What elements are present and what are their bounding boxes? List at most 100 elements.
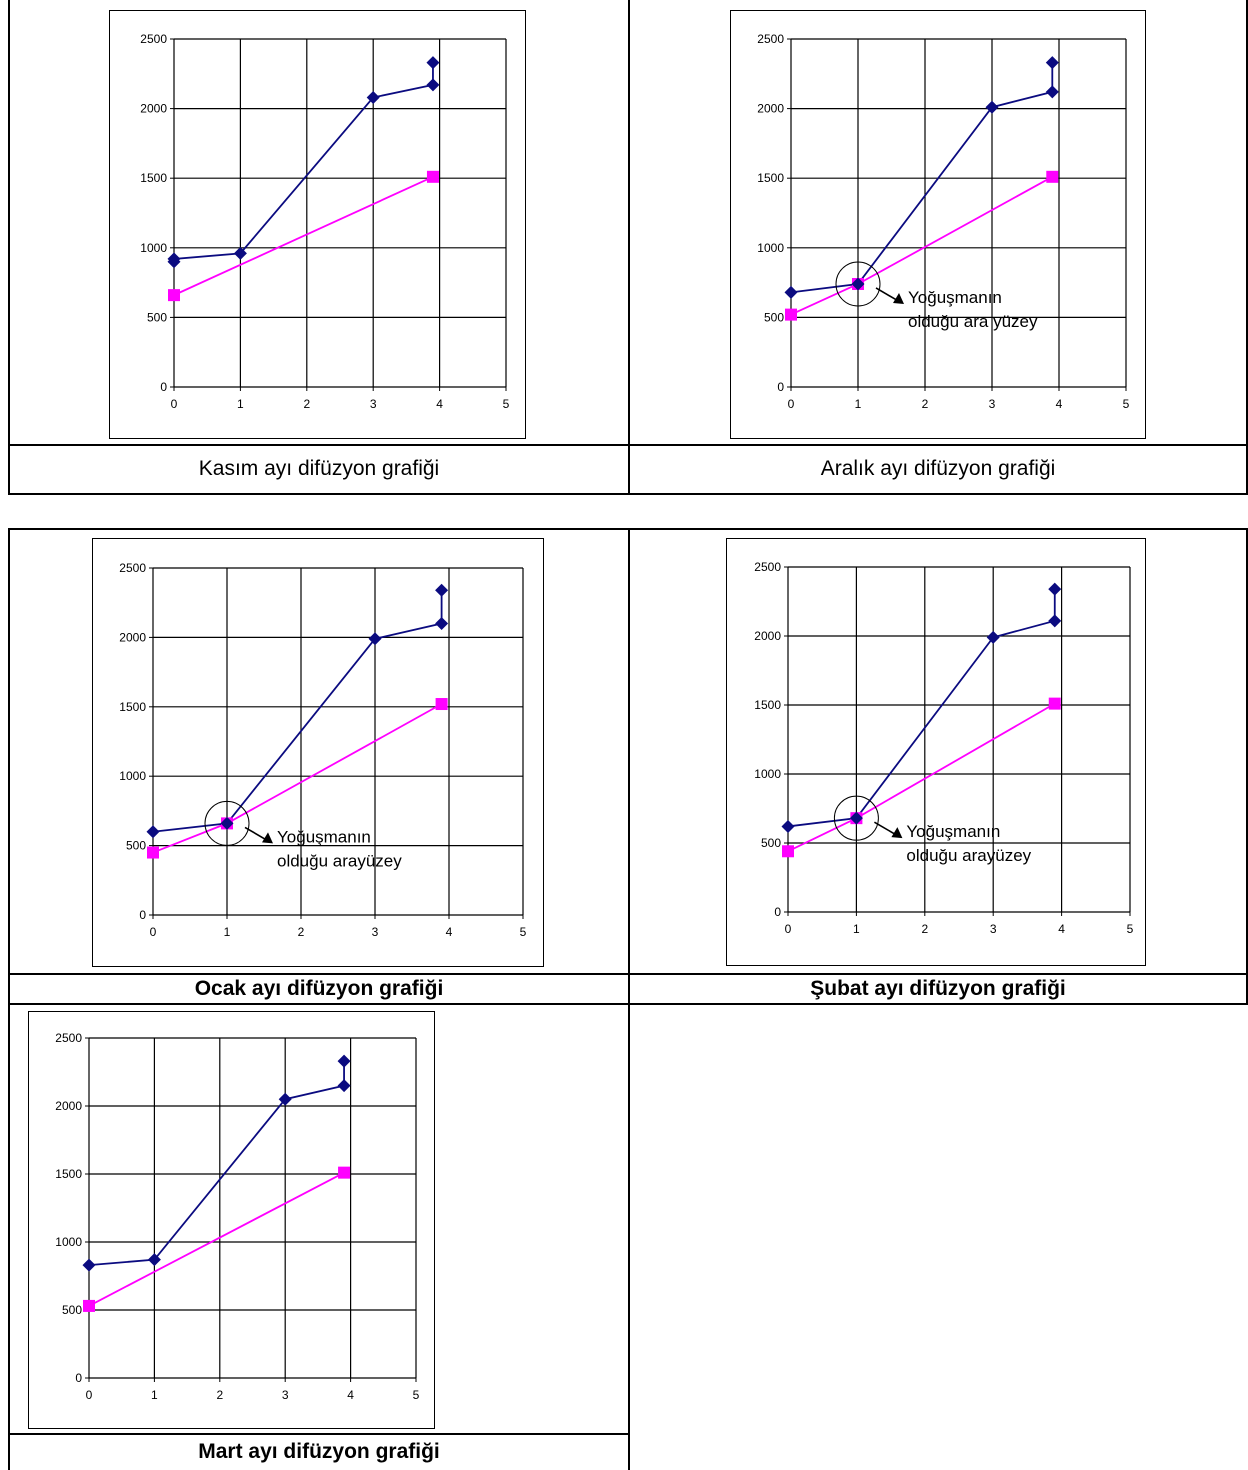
chart-caption-ocak: Ocak ayı difüzyon grafiği <box>194 976 444 1000</box>
data-point-diamond <box>426 56 440 70</box>
annotation-text: Yoğuşmanın <box>906 822 1000 841</box>
annotation-circle <box>833 795 879 841</box>
chart-caption-aralik: Aralık ayı difüzyon grafiği <box>820 457 1056 480</box>
y-tick-label: 2000 <box>754 629 781 643</box>
table-border <box>8 444 1248 446</box>
table-border <box>8 493 1248 495</box>
y-tick-label: 500 <box>126 839 146 853</box>
x-tick-label: 0 <box>788 397 795 411</box>
x-tick-label: 4 <box>446 925 453 939</box>
series-line-blue <box>790 62 1054 294</box>
y-tick-label: 2000 <box>140 102 167 116</box>
annotation-circle <box>204 800 250 846</box>
x-tick-label: 3 <box>370 397 377 411</box>
y-tick-label: 1500 <box>757 171 784 185</box>
table-border <box>8 1003 1248 1005</box>
x-tick-label: 3 <box>990 922 997 936</box>
chart-kasim: 0 1 2 3 4 5 0 500 1000 1500 2000 2500 <box>140 32 510 411</box>
y-tick-label: 500 <box>764 310 784 324</box>
data-point-diamond <box>851 277 865 291</box>
chart-caption-mart: Mart ayı difüzyon grafiği <box>198 1440 440 1463</box>
y-tick-label: 0 <box>777 380 784 394</box>
table-border <box>8 1433 630 1435</box>
y-tick-label: 0 <box>75 1371 82 1385</box>
table-border <box>8 0 10 494</box>
data-point-square <box>435 698 448 711</box>
x-tick-label: 3 <box>989 397 996 411</box>
chart-frame-aralik <box>730 10 1146 439</box>
series-line-magenta <box>88 1171 345 1307</box>
annotation-text: Yoğuşmanın <box>908 288 1002 307</box>
x-tick-label: 1 <box>855 397 862 411</box>
y-tick-label: 2500 <box>119 561 146 575</box>
y-tick-label: 1500 <box>140 171 167 185</box>
y-tick-label: 1000 <box>119 769 146 783</box>
y-tick-label: 1500 <box>119 700 146 714</box>
y-tick-label: 0 <box>160 380 167 394</box>
data-point-diamond <box>1048 582 1062 596</box>
x-tick-label: 3 <box>372 925 379 939</box>
chart-caption-subat: Şubat ayı difüzyon grafiği <box>810 976 1066 1000</box>
x-tick-label: 3 <box>282 1388 289 1402</box>
y-tick-label: 2500 <box>140 32 167 46</box>
x-tick-label: 0 <box>785 922 792 936</box>
data-point-square <box>338 1166 351 1179</box>
x-tick-label: 5 <box>520 925 527 939</box>
y-tick-label: 500 <box>147 310 167 324</box>
y-tick-label: 2500 <box>757 32 784 46</box>
y-tick-label: 500 <box>761 836 781 850</box>
x-tick-label: 2 <box>921 922 928 936</box>
annotation-arrow-head <box>893 292 904 304</box>
x-tick-label: 5 <box>1123 397 1130 411</box>
data-point-diamond <box>233 246 247 260</box>
y-tick-label: 0 <box>774 905 781 919</box>
data-point-square <box>426 170 439 183</box>
x-tick-label: 2 <box>303 397 310 411</box>
chart-aralik: 0 1 2 3 4 5 0 500 1000 1500 2000 2500 Yoğuşmanın oldu… <box>757 32 1130 411</box>
x-tick-label: 4 <box>347 1388 354 1402</box>
chart-frame-kasim <box>109 10 526 439</box>
series-line-blue <box>88 1061 345 1267</box>
data-point-square <box>168 289 180 302</box>
data-point-diamond <box>435 583 449 597</box>
y-tick-label: 2500 <box>754 560 781 574</box>
x-tick-label: 1 <box>224 925 231 939</box>
data-point-square <box>1048 697 1061 710</box>
table-border <box>8 528 10 1470</box>
x-tick-label: 1 <box>237 397 244 411</box>
data-point-square <box>785 308 797 321</box>
annotation-text: olduğu arayüzey <box>277 851 402 870</box>
x-tick-label: 5 <box>413 1388 420 1402</box>
x-tick-label: 5 <box>503 397 510 411</box>
y-tick-label: 2000 <box>55 1099 82 1113</box>
table-border <box>8 973 1248 975</box>
data-point-diamond <box>220 816 234 830</box>
x-tick-label: 4 <box>436 397 443 411</box>
data-point-diamond <box>337 1079 351 1093</box>
data-point-diamond <box>1045 85 1059 99</box>
x-tick-label: 4 <box>1056 397 1063 411</box>
x-tick-label: 1 <box>853 922 860 936</box>
data-point-square <box>1046 170 1059 183</box>
x-tick-label: 0 <box>86 1388 93 1402</box>
chart-mart: 0 1 2 3 4 5 0 500 1000 1500 2000 2500 <box>55 1031 420 1402</box>
table-border <box>628 0 630 494</box>
annotation-text: Yoğuşmanın <box>277 827 371 846</box>
data-point-diamond <box>278 1092 292 1106</box>
y-tick-label: 1000 <box>140 241 167 255</box>
chart-caption-kasim: Kasım ayı difüzyon grafiği <box>198 457 440 480</box>
data-point-diamond <box>147 1253 161 1267</box>
data-point-diamond <box>1045 56 1059 70</box>
y-tick-label: 500 <box>62 1303 82 1317</box>
data-point-diamond <box>368 632 382 646</box>
chart-frame-subat <box>726 538 1146 966</box>
data-point-square <box>147 846 159 859</box>
data-point-diamond <box>849 811 863 825</box>
table-border <box>628 528 630 1470</box>
y-tick-label: 1000 <box>757 241 784 255</box>
chart-frame-mart <box>28 1011 435 1429</box>
annotation-circle <box>835 261 881 307</box>
series-line-blue <box>152 590 443 833</box>
annotation-text: olduğu ara yüzey <box>908 312 1038 331</box>
x-tick-label: 4 <box>1058 922 1065 936</box>
